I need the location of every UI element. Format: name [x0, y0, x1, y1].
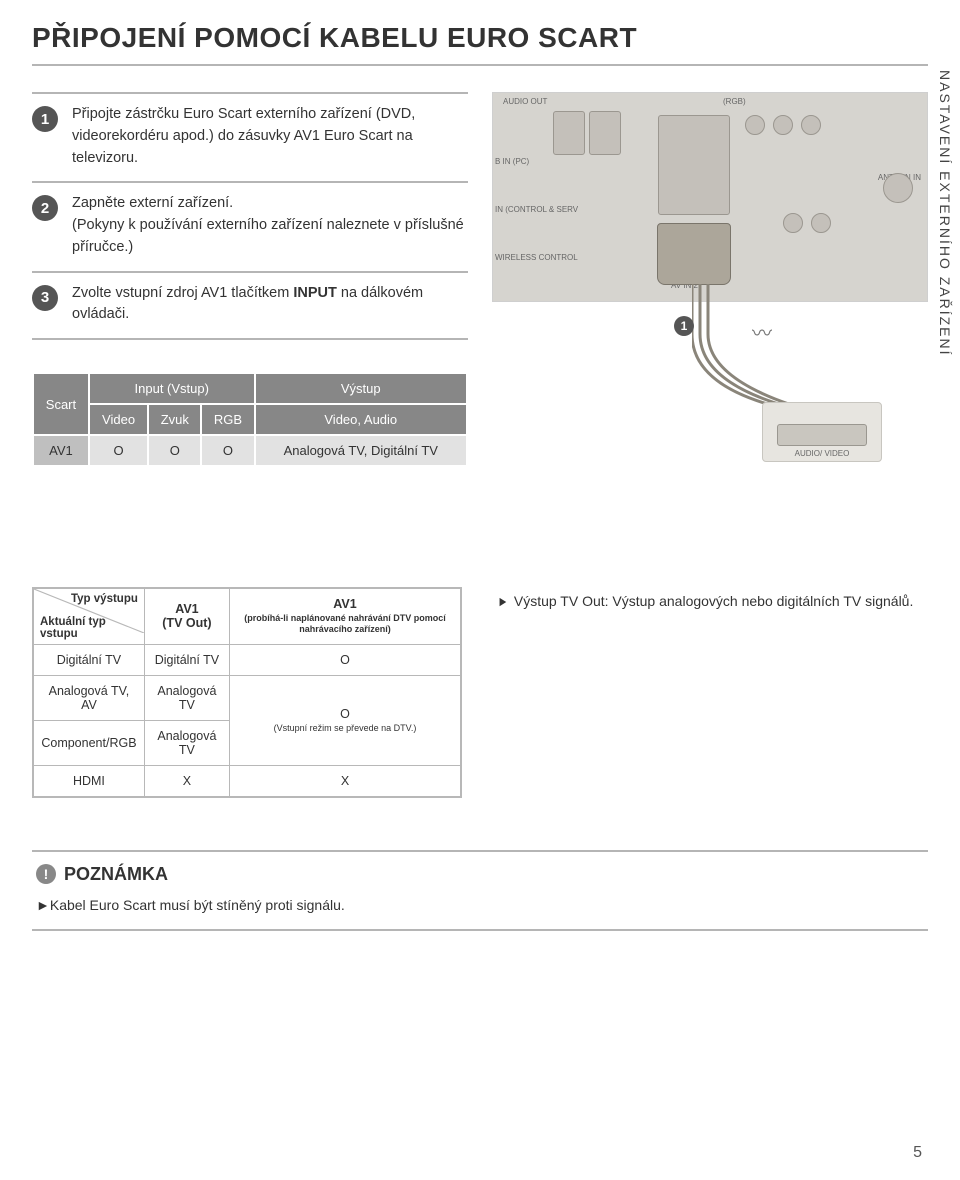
panel-label-wireless: WIRELESS CONTROL: [495, 253, 578, 262]
step-number: 1: [32, 106, 58, 132]
page-number: 5: [913, 1144, 922, 1162]
cable-marker: 1: [674, 316, 694, 336]
step-3: 3 Zvolte vstupní zdroj AV1 tlačítkem INP…: [32, 273, 468, 341]
page-title: PŘIPOJENÍ POMOCÍ KABELU EURO SCART: [32, 22, 928, 66]
diag-bottom: Aktuální typ vstupu: [40, 616, 144, 640]
diag-header: Typ výstupu Aktuální typ vstupu: [33, 588, 144, 644]
step-number: 2: [32, 195, 58, 221]
panel-label-audio-out: AUDIO OUT: [503, 97, 547, 106]
panel-label-b-in-pc: B IN (PC): [495, 157, 529, 166]
out-col3-header: AV1 (probíhá-li naplánované nahrávání DT…: [229, 588, 461, 644]
out-cell-sub: (Vstupní režim se převede na DTV.): [236, 723, 454, 734]
poznamka-body: Kabel Euro Scart musí být stíněný proti …: [50, 897, 345, 913]
external-device-icon: AUDIO/ VIDEO: [762, 402, 882, 462]
out-cell: Digitální TV: [33, 644, 144, 675]
arrow-icon: ►: [36, 897, 50, 913]
out-cell: Digitální TV: [144, 644, 229, 675]
out-col3-sub: (probíhá-li naplánované nahrávání DTV po…: [236, 613, 454, 635]
side-tab: NASTAVENÍ EXTERNÍHO ZAŘÍZENÍ: [930, 70, 960, 460]
diag-top: Typ výstupu: [71, 593, 138, 605]
scart-rowlabel-header: Scart: [33, 373, 89, 435]
output-note-text: Výstup TV Out: Výstup analogo­vých nebo …: [514, 593, 914, 609]
step-text: Připojte zástrčku Euro Scart externího z…: [72, 104, 468, 169]
out-cell: Analogová TV, AV: [33, 675, 144, 720]
out-cell-main: O: [340, 707, 350, 721]
output-type-table: Typ výstupu Aktuální typ vstupu AV1 (TV …: [32, 587, 462, 798]
step-number: 3: [32, 285, 58, 311]
tv-back-panel: AUDIO OUT (RGB) B IN (PC) IN (CONTROL & …: [492, 92, 928, 302]
output-note: ► Výstup TV Out: Výstup analogo­vých nebo…: [496, 587, 928, 798]
scart-cell-out: Analogová TV, Digitální TV: [255, 435, 467, 466]
scart-sub-out: Video, Audio: [255, 404, 467, 435]
scart-cell: O: [148, 435, 201, 466]
out-col3-title: AV1: [333, 597, 356, 611]
out-col2-header: AV1 (TV Out): [144, 588, 229, 644]
out-cell: Analogová TV: [144, 675, 229, 720]
step-text: Zvolte vstupní zdroj AV1 tlačítkem INPUT…: [72, 283, 468, 327]
info-icon: !: [36, 864, 56, 884]
scart-plug-icon: [657, 223, 731, 285]
step-1: 1 Připojte zástrčku Euro Scart externího…: [32, 92, 468, 183]
scart-output-header: Výstup: [255, 373, 467, 404]
arrow-icon: ►: [497, 591, 508, 613]
scart-sub-video: Video: [89, 404, 148, 435]
scart-table: Scart Input (Vstup) Výstup Video Zvuk RG…: [32, 372, 468, 467]
step3-pre: Zvolte vstupní zdroj AV1 tlačítkem: [72, 285, 293, 301]
poznamka-block: ! POZNÁMKA ►Kabel Euro Scart musí být st…: [32, 850, 928, 931]
out-cell: O (Vstupní režim se převede na DTV.): [229, 675, 461, 765]
scart-cell: O: [201, 435, 254, 466]
steps-column: 1 Připojte zástrčku Euro Scart externího…: [32, 92, 468, 467]
panel-label-rgb: (RGB): [723, 97, 746, 106]
scart-cell: O: [89, 435, 148, 466]
step-2: 2 Zapněte externí zařízení. (Pokyny k po…: [32, 183, 468, 272]
scart-row-label: AV1: [33, 435, 89, 466]
out-cell: Analogová TV: [144, 720, 229, 765]
panel-label-audio-video: AUDIO/ VIDEO: [795, 449, 850, 458]
out-cell: O: [229, 644, 461, 675]
side-tab-label: NASTAVENÍ EXTERNÍHO ZAŘÍZENÍ: [937, 70, 953, 357]
step3-bold: INPUT: [293, 285, 337, 301]
scart-sub-audio: Zvuk: [148, 404, 201, 435]
scart-sub-rgb: RGB: [201, 404, 254, 435]
diagram-column: AUDIO OUT (RGB) B IN (PC) IN (CONTROL & …: [492, 92, 928, 467]
panel-label-in-control: IN (CONTROL & SERV: [495, 205, 578, 214]
out-cell: X: [229, 765, 461, 797]
scart-input-header: Input (Vstup): [89, 373, 255, 404]
out-cell: HDMI: [33, 765, 144, 797]
out-cell: X: [144, 765, 229, 797]
step-text: Zapněte externí zařízení. (Pokyny k použ…: [72, 193, 468, 258]
cable-break-icon: 〰: [752, 317, 772, 346]
poznamka-heading: POZNÁMKA: [64, 864, 168, 885]
out-cell: Component/RGB: [33, 720, 144, 765]
